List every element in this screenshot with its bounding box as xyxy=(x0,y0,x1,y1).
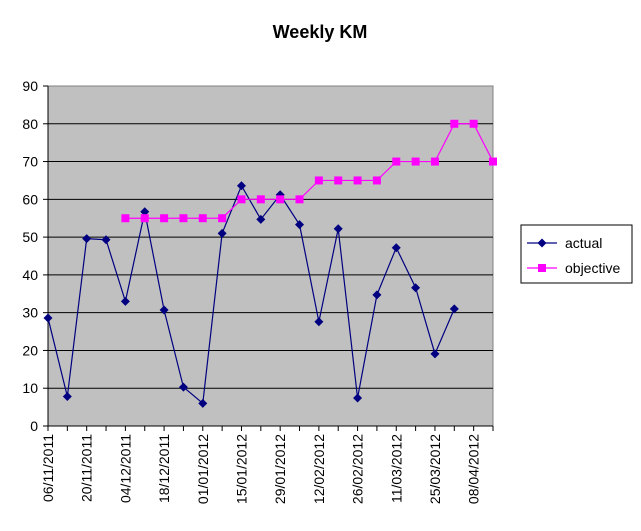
y-tick-label: 60 xyxy=(22,191,38,207)
series-layer xyxy=(43,119,497,408)
objective-data-point-square xyxy=(450,119,459,128)
objective-data-point-square xyxy=(179,214,188,223)
actual-data-point-diamond xyxy=(333,224,343,234)
actual-data-point-diamond xyxy=(449,304,459,314)
actual-data-point-diamond xyxy=(62,392,72,402)
y-tick-label: 30 xyxy=(22,305,38,321)
x-tick-label: 15/01/2012 xyxy=(233,434,249,504)
actual-data-point-diamond xyxy=(120,296,130,306)
objective-data-point-square xyxy=(469,119,478,128)
actual-line xyxy=(47,184,455,405)
actual-data-point-diamond xyxy=(353,393,363,403)
objective-data-point-square xyxy=(392,157,401,166)
y-tick-label: 0 xyxy=(30,418,38,434)
x-tick-label: 12/02/2012 xyxy=(311,434,327,504)
objective-data-point-square xyxy=(295,195,304,204)
x-tick-label: 18/12/2011 xyxy=(156,434,172,503)
x-tick-label: 26/02/2012 xyxy=(350,434,366,504)
objective-data-point-square xyxy=(411,157,420,166)
series-actual xyxy=(43,181,459,408)
y-tick-label: 20 xyxy=(22,342,38,358)
actual-data-point-diamond xyxy=(295,220,305,230)
x-tick-label: 20/11/2011 xyxy=(79,434,95,502)
actual-data-point-diamond xyxy=(178,382,188,392)
x-tick-label: 06/11/2011 xyxy=(40,434,56,502)
actual-data-point-diamond xyxy=(217,228,227,238)
objective-data-point-square xyxy=(430,157,439,166)
actual-data-point-diamond xyxy=(372,290,382,300)
actual-data-point-diamond xyxy=(140,207,150,217)
actual-data-point-diamond xyxy=(236,181,246,191)
x-tick-label: 08/04/2012 xyxy=(466,434,482,504)
objective-data-point-square xyxy=(121,214,130,223)
actual-data-point-diamond xyxy=(101,235,111,245)
chart-title: Weekly KM xyxy=(273,22,368,42)
legend-box xyxy=(520,224,633,284)
y-tick-label: 70 xyxy=(22,154,38,170)
objective-data-point-square xyxy=(353,176,362,185)
objective-data-point-square xyxy=(489,157,497,166)
actual-data-point-diamond xyxy=(314,317,324,327)
legend: actual objective xyxy=(520,224,633,284)
actual-data-point-diamond xyxy=(256,214,266,224)
objective-data-point-square xyxy=(276,195,285,204)
objective-data-point-square xyxy=(256,195,265,204)
objective-data-point-square xyxy=(314,176,323,185)
y-tick-label: 10 xyxy=(22,380,38,396)
actual-data-point-diamond xyxy=(43,313,53,323)
actual-data-point-diamond xyxy=(159,305,169,315)
legend-item-objective: objective xyxy=(527,260,620,276)
actual-data-point-diamond xyxy=(430,349,440,359)
plot-area xyxy=(47,85,494,427)
objective-data-point-square xyxy=(160,214,169,223)
objective-data-point-square xyxy=(218,214,227,223)
legend-label: objective xyxy=(565,260,620,276)
actual-data-point-diamond xyxy=(391,243,401,253)
x-tick-label: 11/03/2012 xyxy=(388,434,404,503)
axes: 0 10 20 30 40 50 60 70 80 90 06/11/2011 20/11/2011 0… xyxy=(22,78,494,504)
objective-data-point-square xyxy=(372,176,381,185)
series-objective xyxy=(121,119,497,223)
objective-data-point-square xyxy=(198,214,207,223)
x-tick-label: 01/01/2012 xyxy=(195,434,211,504)
actual-data-point-diamond xyxy=(198,398,208,408)
x-tick-label: 04/12/2011 xyxy=(117,434,133,503)
y-tick-label: 90 xyxy=(22,78,38,94)
objective-data-point-square xyxy=(140,214,149,223)
x-tick-label: 29/01/2012 xyxy=(272,434,288,504)
legend-marker xyxy=(538,264,546,272)
legend-marker xyxy=(537,238,547,248)
legend-label: actual xyxy=(565,235,602,251)
objective-data-point-square xyxy=(237,195,246,204)
y-tick-label: 80 xyxy=(22,116,38,132)
actual-data-point-diamond xyxy=(82,234,92,244)
x-tick-label: 25/03/2012 xyxy=(427,434,443,504)
actual-data-point-diamond xyxy=(411,283,421,293)
legend-item-actual: actual xyxy=(527,235,602,251)
y-tick-label: 50 xyxy=(22,229,38,245)
y-tick-label: 40 xyxy=(22,267,38,283)
objective-data-point-square xyxy=(334,176,343,185)
